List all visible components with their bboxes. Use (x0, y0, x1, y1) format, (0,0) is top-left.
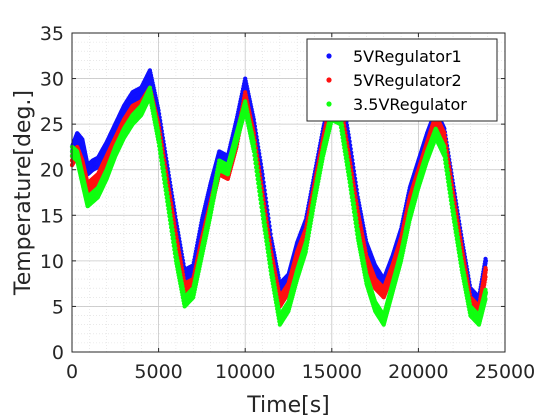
data-series (69, 68, 489, 327)
data-point (483, 267, 489, 273)
data-point (442, 131, 447, 136)
data-point (483, 258, 489, 263)
data-point (176, 247, 181, 252)
data-point (483, 274, 488, 280)
data-point (442, 134, 448, 140)
